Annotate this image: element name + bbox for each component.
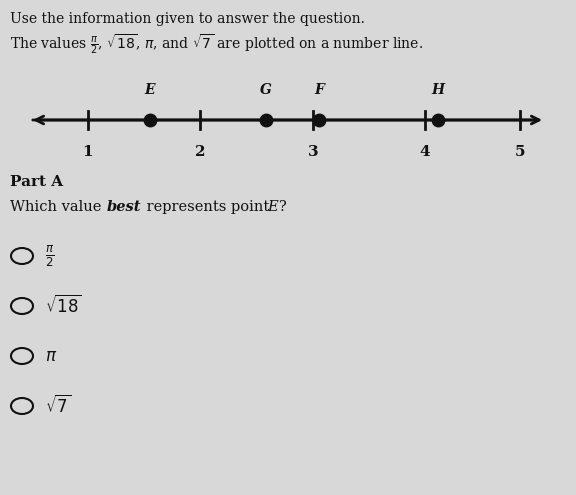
- Text: H: H: [431, 83, 445, 97]
- Text: 5: 5: [515, 145, 525, 159]
- Text: Which value: Which value: [10, 200, 106, 214]
- Text: 1: 1: [83, 145, 93, 159]
- Text: $\sqrt{7}$: $\sqrt{7}$: [45, 395, 71, 417]
- Text: $\frac{\pi}{2}$: $\frac{\pi}{2}$: [45, 244, 54, 269]
- Text: G: G: [260, 83, 272, 97]
- Text: 3: 3: [308, 145, 319, 159]
- Text: 2: 2: [195, 145, 205, 159]
- Text: Use the information given to answer the question.: Use the information given to answer the …: [10, 12, 365, 26]
- Text: Part A: Part A: [10, 175, 63, 189]
- Text: F: F: [314, 83, 324, 97]
- Text: $\pi$: $\pi$: [45, 347, 57, 365]
- Text: E: E: [267, 200, 278, 214]
- Text: The values $\frac{\pi}{2}$, $\sqrt{18}$, $\pi$, and $\sqrt{7}$ are plotted on a : The values $\frac{\pi}{2}$, $\sqrt{18}$,…: [10, 32, 423, 55]
- Text: ?: ?: [278, 200, 286, 214]
- Text: represents point: represents point: [142, 200, 274, 214]
- Text: best: best: [107, 200, 142, 214]
- Text: 4: 4: [420, 145, 430, 159]
- Text: E: E: [145, 83, 155, 97]
- Text: $\sqrt{18}$: $\sqrt{18}$: [45, 295, 82, 317]
